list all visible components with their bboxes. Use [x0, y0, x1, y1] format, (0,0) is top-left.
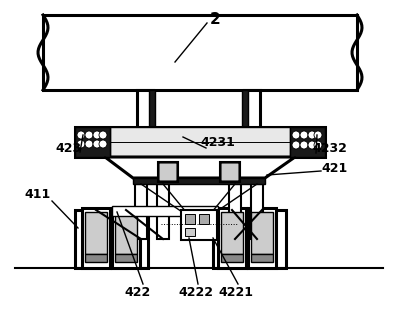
Circle shape	[77, 131, 85, 139]
Bar	[112, 208, 140, 268]
Bar	[112, 206, 218, 216]
Bar	[251, 254, 273, 262]
Bar	[251, 184, 263, 239]
Text: 2: 2	[210, 12, 220, 27]
Text: 4231: 4231	[201, 137, 236, 150]
Text: 4221: 4221	[219, 285, 254, 299]
Bar	[85, 254, 107, 262]
Circle shape	[300, 131, 308, 139]
Circle shape	[314, 141, 322, 149]
Bar	[158, 162, 178, 182]
Bar	[82, 208, 110, 268]
Circle shape	[93, 140, 101, 148]
Text: 423: 423	[55, 142, 81, 155]
Circle shape	[300, 141, 308, 149]
Bar	[244, 90, 260, 130]
Bar	[75, 127, 325, 157]
Bar	[110, 127, 290, 157]
Bar	[213, 210, 286, 268]
Text: 421: 421	[322, 161, 348, 174]
Circle shape	[308, 131, 316, 139]
Bar	[133, 178, 265, 184]
Bar	[290, 127, 325, 157]
Bar	[229, 184, 241, 239]
FancyBboxPatch shape	[159, 163, 177, 181]
Bar	[115, 212, 137, 254]
Polygon shape	[105, 157, 295, 178]
Bar	[199, 214, 209, 224]
Circle shape	[85, 140, 93, 148]
Circle shape	[85, 131, 93, 139]
Bar	[218, 208, 246, 268]
Bar	[181, 210, 217, 240]
Bar	[185, 214, 195, 224]
Bar	[135, 184, 147, 239]
Bar	[185, 228, 195, 236]
Text: 4222: 4222	[178, 285, 213, 299]
Bar	[251, 212, 273, 254]
Circle shape	[99, 131, 107, 139]
Bar	[75, 127, 110, 157]
Circle shape	[77, 140, 85, 148]
Text: 422: 422	[125, 285, 151, 299]
Bar	[242, 90, 248, 130]
Circle shape	[292, 141, 300, 149]
Bar	[220, 162, 240, 182]
Circle shape	[292, 131, 300, 139]
Bar	[221, 212, 243, 254]
Bar	[157, 184, 169, 239]
Circle shape	[99, 140, 107, 148]
Circle shape	[308, 141, 316, 149]
Bar	[149, 90, 155, 130]
Bar	[43, 15, 357, 90]
Circle shape	[314, 131, 322, 139]
Bar	[221, 254, 243, 262]
Bar	[248, 208, 276, 268]
Text: 411: 411	[25, 188, 51, 202]
Text: 4232: 4232	[312, 142, 347, 155]
Bar	[115, 254, 137, 262]
Bar	[75, 210, 148, 268]
FancyBboxPatch shape	[221, 163, 239, 181]
Circle shape	[93, 131, 101, 139]
Bar	[137, 90, 153, 130]
Bar	[85, 212, 107, 254]
